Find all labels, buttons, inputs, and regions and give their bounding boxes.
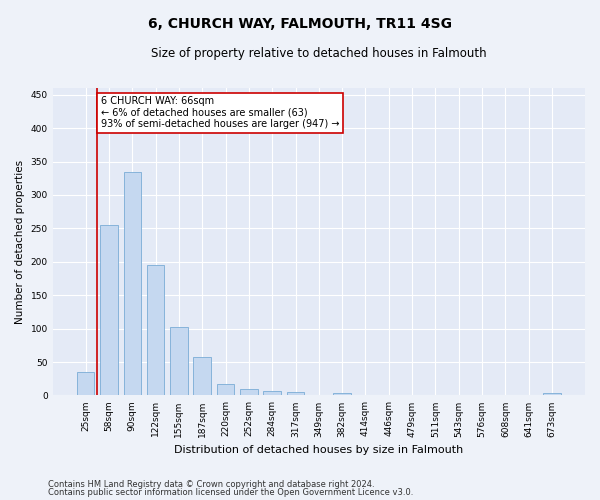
Bar (124, 172, 141, 396)
Bar (77, 372, 94, 396)
Title: Size of property relative to detached houses in Falmouth: Size of property relative to detached ho… (151, 48, 487, 60)
Bar (263, 391, 281, 396)
Bar (100, 225, 118, 396)
Bar (240, 388, 257, 396)
Bar (334, 394, 351, 396)
Bar (147, 265, 164, 396)
X-axis label: Distribution of detached houses by size in Falmouth: Distribution of detached houses by size … (174, 445, 463, 455)
Bar (217, 384, 234, 396)
Text: 6 CHURCH WAY: 66sqm
← 6% of detached houses are smaller (63)
93% of semi-detache: 6 CHURCH WAY: 66sqm ← 6% of detached hou… (101, 96, 339, 130)
Y-axis label: Number of detached properties: Number of detached properties (15, 160, 25, 324)
Text: Contains HM Land Registry data © Crown copyright and database right 2024.: Contains HM Land Registry data © Crown c… (48, 480, 374, 489)
Bar (287, 392, 304, 396)
Text: 6, CHURCH WAY, FALMOUTH, TR11 4SG: 6, CHURCH WAY, FALMOUTH, TR11 4SG (148, 18, 452, 32)
Bar (193, 358, 211, 396)
Bar (170, 326, 188, 396)
Text: Contains public sector information licensed under the Open Government Licence v3: Contains public sector information licen… (48, 488, 413, 497)
Bar (544, 394, 561, 396)
